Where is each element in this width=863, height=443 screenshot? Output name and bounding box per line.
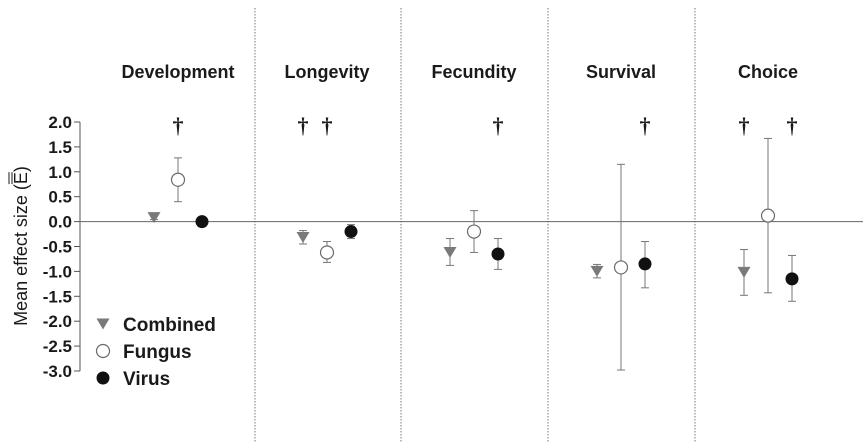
legend-label-combined: Combined	[123, 315, 216, 336]
y-tick-label: 0.5	[48, 188, 72, 207]
significance-dagger: †	[493, 113, 504, 138]
category-label-choice: Choice	[738, 62, 798, 82]
y-tick-label: -2.0	[43, 312, 72, 331]
y-axis-label-symbol: E	[11, 172, 31, 184]
point-virus-fecundity	[491, 247, 505, 261]
point-combined-development	[147, 212, 161, 224]
legend-marker-virus	[96, 371, 110, 385]
point-virus-longevity	[344, 225, 358, 239]
data-marks	[147, 137, 799, 371]
category-label-survival: Survival	[586, 62, 656, 82]
y-tick-label: -1.5	[43, 287, 72, 306]
point-fungus-longevity	[319, 245, 335, 260]
point-combined-survival	[590, 265, 604, 277]
point-fungus-survival	[613, 260, 629, 275]
legend-marker-combined	[96, 318, 110, 330]
y-tick-label: -2.5	[43, 337, 72, 356]
y-tick-label: 1.5	[48, 138, 72, 157]
significance-dagger: †	[640, 113, 651, 138]
y-axis-label-text: Mean effect size (E)	[11, 166, 31, 326]
point-fungus-choice	[760, 208, 776, 223]
y-tick-label: 0.0	[48, 213, 72, 232]
significance-dagger: †	[322, 113, 333, 138]
point-fungus-development	[170, 172, 186, 187]
legend-label-fungus: Fungus	[123, 342, 192, 363]
point-combined-choice	[737, 266, 751, 278]
category-label-longevity: Longevity	[284, 62, 369, 82]
point-fungus-fecundity	[466, 224, 482, 239]
point-virus-development	[195, 215, 209, 229]
point-virus-choice	[785, 272, 799, 286]
y-axis-label-group: Mean effect size (E)	[8, 166, 31, 326]
y-axis-label: Mean effect size (E)	[8, 166, 31, 326]
point-combined-longevity	[296, 232, 310, 244]
category-dividers	[254, 8, 696, 443]
significance-marks: † † † † † † †	[173, 113, 798, 138]
significance-dagger: †	[787, 113, 798, 138]
category-label-development: Development	[121, 62, 234, 82]
y-tick-label: -1.0	[43, 262, 72, 281]
point-virus-survival	[638, 257, 652, 271]
point-combined-fecundity	[443, 246, 457, 258]
significance-dagger: †	[298, 113, 309, 138]
y-tick-label: -0.5	[43, 238, 72, 257]
y-tick-label: 2.0	[48, 113, 72, 132]
legend: Combined Fungus Virus	[95, 315, 216, 390]
significance-dagger: †	[739, 113, 750, 138]
category-label-fecundity: Fecundity	[431, 62, 516, 82]
legend-label-virus: Virus	[123, 369, 170, 390]
y-tick-label: 1.0	[48, 163, 72, 182]
y-tick-label: -3.0	[43, 362, 72, 381]
legend-marker-fungus	[95, 343, 111, 359]
significance-dagger: †	[173, 113, 184, 138]
category-labels: Development Longevity Fecundity Survival Cho…	[121, 62, 798, 82]
y-axis: 2.0 1.5 1.0 0.5 0.0 -0.5 -1.0 -1.5 -2.0 -2.5 -3.0	[43, 113, 863, 381]
